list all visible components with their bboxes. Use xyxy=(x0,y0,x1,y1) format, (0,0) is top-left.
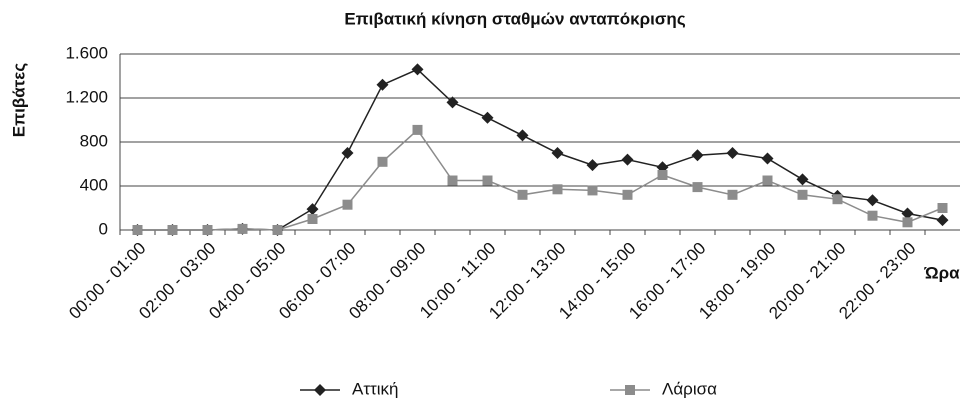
marker xyxy=(132,225,143,235)
marker xyxy=(867,210,878,221)
marker xyxy=(902,217,913,228)
marker xyxy=(691,149,704,162)
marker xyxy=(587,185,598,196)
marker xyxy=(272,225,283,235)
legend-label: Λάρισα xyxy=(662,379,717,398)
marker xyxy=(307,214,318,224)
marker xyxy=(481,111,494,124)
marker xyxy=(796,173,809,186)
marker xyxy=(692,182,703,193)
marker xyxy=(901,207,914,220)
chart-title: Επιβατική κίνηση σταθμών ανταπόκρισης xyxy=(344,9,686,28)
marker xyxy=(625,385,635,395)
marker xyxy=(762,175,773,186)
y-tick-label: 0 xyxy=(99,219,108,238)
series-line xyxy=(137,68,943,231)
marker xyxy=(657,170,668,180)
marker xyxy=(726,147,739,159)
legend-label: Αττική xyxy=(352,379,399,398)
y-tick-label: 1.200 xyxy=(65,87,108,106)
marker xyxy=(621,153,634,166)
marker xyxy=(376,78,389,91)
y-tick-label: 800 xyxy=(80,131,108,150)
y-tick-label: 400 xyxy=(80,175,108,194)
marker xyxy=(586,159,599,172)
marker xyxy=(314,384,326,396)
marker xyxy=(622,189,633,200)
marker xyxy=(341,147,354,159)
marker xyxy=(306,203,319,216)
marker xyxy=(202,225,213,235)
marker xyxy=(446,96,459,109)
marker xyxy=(832,194,843,205)
marker xyxy=(516,129,529,142)
x-axis-label: Ώρα xyxy=(923,263,960,282)
marker xyxy=(411,63,424,76)
marker xyxy=(377,156,388,167)
marker xyxy=(517,189,528,200)
marker xyxy=(937,203,948,213)
y-tick-label: 1.600 xyxy=(65,43,108,62)
marker xyxy=(551,147,564,159)
marker xyxy=(167,225,178,235)
marker xyxy=(552,184,563,195)
marker xyxy=(447,175,458,186)
series-line xyxy=(137,128,943,231)
marker xyxy=(237,223,248,234)
marker xyxy=(936,214,949,227)
marker xyxy=(412,124,423,135)
marker xyxy=(342,199,353,210)
marker xyxy=(866,194,879,207)
marker xyxy=(797,189,808,200)
marker xyxy=(482,175,493,186)
marker xyxy=(727,189,738,200)
y-axis-label: Επιβάτες xyxy=(9,63,28,138)
marker xyxy=(761,152,774,165)
